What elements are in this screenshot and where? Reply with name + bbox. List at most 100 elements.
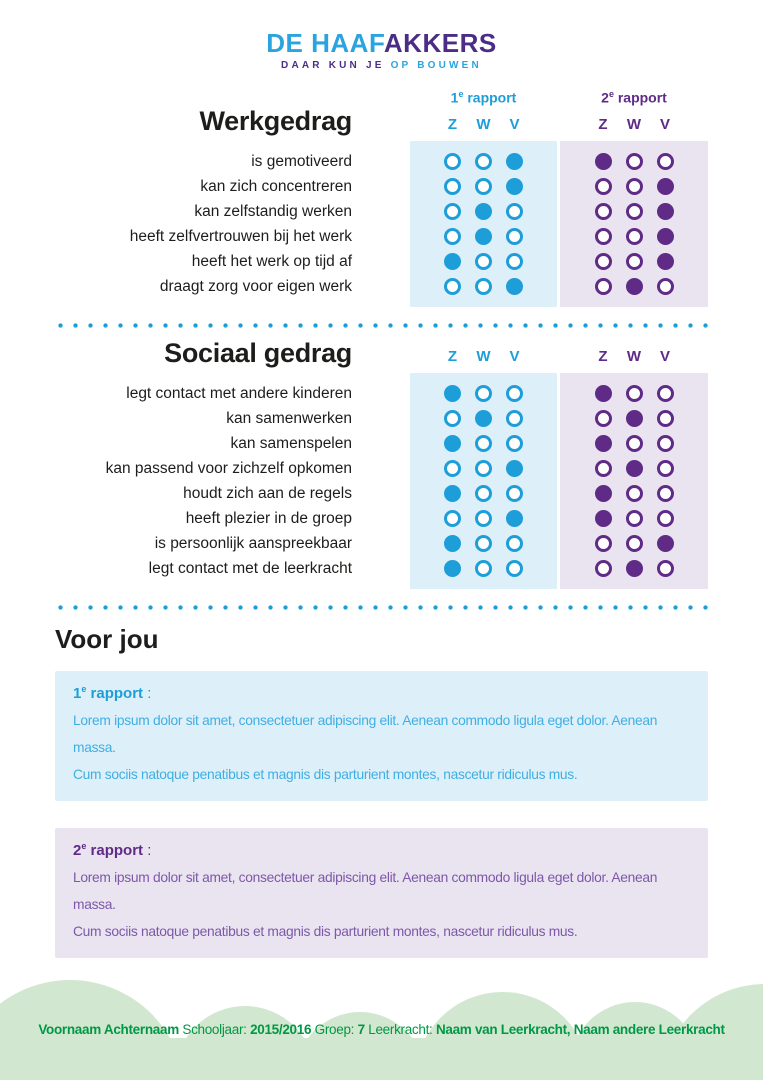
rating-dot-v-empty[interactable] bbox=[656, 384, 674, 402]
rating-dot-w-empty[interactable] bbox=[475, 559, 492, 577]
rating-dot-z-empty[interactable] bbox=[444, 409, 461, 427]
col-v-label: V bbox=[509, 115, 520, 133]
rating-dot-z-filled[interactable] bbox=[594, 434, 612, 452]
rating-dot-v-empty[interactable] bbox=[656, 409, 674, 427]
rating-dot-z-empty[interactable] bbox=[444, 277, 461, 295]
rating-dot-v-filled[interactable] bbox=[656, 177, 674, 195]
rating-dot-w-empty[interactable] bbox=[475, 277, 492, 295]
rating-dot-v-empty[interactable] bbox=[656, 277, 674, 295]
rating-dot-v-empty[interactable] bbox=[506, 227, 523, 245]
rating-dot-z-empty[interactable] bbox=[594, 559, 612, 577]
rating-dot-w-empty[interactable] bbox=[625, 202, 643, 220]
rating-dot-z-empty[interactable] bbox=[444, 227, 461, 245]
rating-dot-z-filled[interactable] bbox=[444, 559, 461, 577]
rating-dot-v-empty[interactable] bbox=[506, 252, 523, 270]
rating-dot-w-empty[interactable] bbox=[475, 252, 492, 270]
rating-dot-v-empty[interactable] bbox=[506, 409, 523, 427]
rating-dot-v-empty[interactable] bbox=[656, 509, 674, 527]
rating-dot-v-filled[interactable] bbox=[506, 152, 523, 170]
rating-dot-w-empty[interactable] bbox=[625, 177, 643, 195]
rating-dot-z-filled[interactable] bbox=[444, 252, 461, 270]
rating-dot-z-empty[interactable] bbox=[594, 409, 612, 427]
rating-row bbox=[560, 224, 708, 249]
rating-dot-v-empty[interactable] bbox=[506, 202, 523, 220]
rating-row bbox=[560, 481, 708, 506]
rating-dot-w-empty[interactable] bbox=[475, 484, 492, 502]
rating-dot-w-empty[interactable] bbox=[475, 177, 492, 195]
rating-dot-w-filled[interactable] bbox=[475, 202, 492, 220]
rating-dot-v-empty[interactable] bbox=[656, 152, 674, 170]
rating-dot-z-filled[interactable] bbox=[594, 509, 612, 527]
rating-dot-z-filled[interactable] bbox=[594, 152, 612, 170]
rating-dot-v-empty[interactable] bbox=[656, 559, 674, 577]
rating-dot-v-empty[interactable] bbox=[506, 534, 523, 552]
rating-dot-w-empty[interactable] bbox=[625, 534, 643, 552]
rating-dot-v-filled[interactable] bbox=[656, 227, 674, 245]
behavior-label: houdt zich aan de regels bbox=[183, 484, 352, 502]
rating-dot-w-empty[interactable] bbox=[475, 384, 492, 402]
rating-dot-w-empty[interactable] bbox=[625, 252, 643, 270]
rating-dot-v-filled[interactable] bbox=[656, 252, 674, 270]
rating-dot-w-filled[interactable] bbox=[625, 277, 643, 295]
rating-dot-v-filled[interactable] bbox=[506, 277, 523, 295]
rating-dot-z-empty[interactable] bbox=[444, 202, 461, 220]
col-z-label: Z bbox=[447, 115, 458, 133]
rating-dot-w-filled[interactable] bbox=[625, 559, 643, 577]
rating-dot-v-filled[interactable] bbox=[656, 202, 674, 220]
rating-dot-v-empty[interactable] bbox=[656, 434, 674, 452]
rating-dot-v-empty[interactable] bbox=[656, 459, 674, 477]
rating-dot-w-empty[interactable] bbox=[625, 384, 643, 402]
rating-dot-z-filled[interactable] bbox=[594, 484, 612, 502]
behavior-label: heeft plezier in de groep bbox=[185, 509, 352, 527]
behavior-label: kan zich concentreren bbox=[200, 177, 352, 195]
rating-dot-z-empty[interactable] bbox=[594, 202, 612, 220]
rating-dot-w-empty[interactable] bbox=[625, 227, 643, 245]
rating-dot-w-empty[interactable] bbox=[625, 152, 643, 170]
rating-dot-z-filled[interactable] bbox=[444, 484, 461, 502]
school-logo-tagline: daar kun je op bouwen bbox=[0, 61, 763, 71]
rating-dot-v-filled[interactable] bbox=[506, 177, 523, 195]
rapport2-note-heading: 2e rapport : bbox=[73, 840, 152, 859]
rating-dot-w-filled[interactable] bbox=[625, 409, 643, 427]
rating-dot-w-empty[interactable] bbox=[475, 509, 492, 527]
rating-dot-w-empty[interactable] bbox=[475, 534, 492, 552]
rating-dot-z-filled[interactable] bbox=[444, 434, 461, 452]
rating-dot-w-filled[interactable] bbox=[625, 459, 643, 477]
rating-dot-z-filled[interactable] bbox=[594, 384, 612, 402]
rating-dot-z-empty[interactable] bbox=[444, 152, 461, 170]
rating-dot-z-empty[interactable] bbox=[594, 177, 612, 195]
rating-dot-z-empty[interactable] bbox=[444, 459, 461, 477]
rating-dot-z-empty[interactable] bbox=[444, 509, 461, 527]
rating-dot-w-empty[interactable] bbox=[625, 484, 643, 502]
rating-dot-w-empty[interactable] bbox=[475, 434, 492, 452]
rating-dot-w-empty[interactable] bbox=[625, 509, 643, 527]
rating-dot-z-filled[interactable] bbox=[444, 534, 461, 552]
behavior-label: kan zelfstandig werken bbox=[194, 202, 352, 220]
rating-row bbox=[560, 199, 708, 224]
rating-dot-w-empty[interactable] bbox=[475, 459, 492, 477]
logo-name-blue: de haaf bbox=[266, 28, 384, 58]
rating-dot-z-filled[interactable] bbox=[444, 384, 461, 402]
rating-dot-w-filled[interactable] bbox=[475, 227, 492, 245]
rating-dot-w-empty[interactable] bbox=[625, 434, 643, 452]
rating-dot-z-empty[interactable] bbox=[594, 227, 612, 245]
rating-dot-w-empty[interactable] bbox=[475, 152, 492, 170]
behavior-label: kan samenwerken bbox=[226, 409, 352, 427]
rating-dot-v-empty[interactable] bbox=[506, 559, 523, 577]
rating-dot-z-empty[interactable] bbox=[594, 534, 612, 552]
rating-dot-z-empty[interactable] bbox=[444, 177, 461, 195]
rating-dot-z-empty[interactable] bbox=[594, 459, 612, 477]
rating-dot-w-filled[interactable] bbox=[475, 409, 492, 427]
rating-dot-z-empty[interactable] bbox=[594, 252, 612, 270]
rating-dot-z-empty[interactable] bbox=[594, 277, 612, 295]
rating-dot-v-filled[interactable] bbox=[506, 459, 523, 477]
rating-dot-v-filled[interactable] bbox=[506, 509, 523, 527]
school-logo: de haafakkers daar kun je op bouwen bbox=[0, 0, 763, 71]
behavior-label: kan passend voor zichzelf opkomen bbox=[105, 459, 352, 477]
rating-dot-v-empty[interactable] bbox=[506, 434, 523, 452]
rating-dot-v-empty[interactable] bbox=[656, 484, 674, 502]
rating-dot-v-empty[interactable] bbox=[506, 384, 523, 402]
rating-dot-v-filled[interactable] bbox=[656, 534, 674, 552]
behavior-label: is gemotiveerd bbox=[251, 152, 352, 170]
rating-dot-v-empty[interactable] bbox=[506, 484, 523, 502]
